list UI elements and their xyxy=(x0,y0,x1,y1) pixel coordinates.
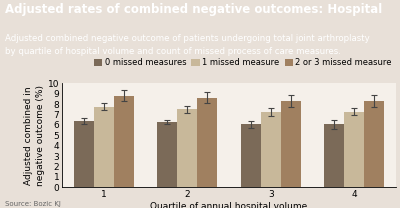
Text: Source: Bozic KJ: Source: Bozic KJ xyxy=(5,201,61,207)
Legend: 0 missed measures, 1 missed measure, 2 or 3 missed measure: 0 missed measures, 1 missed measure, 2 o… xyxy=(94,58,392,67)
X-axis label: Quartile of annual hospital volume: Quartile of annual hospital volume xyxy=(150,202,308,208)
Y-axis label: Adjusted combined in
negative outcome (%): Adjusted combined in negative outcome (%… xyxy=(24,85,45,186)
Bar xyxy=(74,121,94,187)
Bar xyxy=(157,122,177,187)
Bar xyxy=(281,102,301,187)
Text: Adjusted combined negative outcome of patients undergoing total joint arthroplas: Adjusted combined negative outcome of pa… xyxy=(5,34,370,56)
Bar xyxy=(94,106,114,187)
Bar xyxy=(177,109,197,187)
Bar xyxy=(241,124,261,187)
Bar xyxy=(114,96,134,187)
Bar xyxy=(344,112,364,187)
Bar xyxy=(324,124,344,187)
Text: Adjusted rates of combined negative outcomes: Hospital: Adjusted rates of combined negative outc… xyxy=(5,3,382,16)
Bar xyxy=(261,112,281,187)
Bar xyxy=(364,101,384,187)
Bar xyxy=(197,98,217,187)
